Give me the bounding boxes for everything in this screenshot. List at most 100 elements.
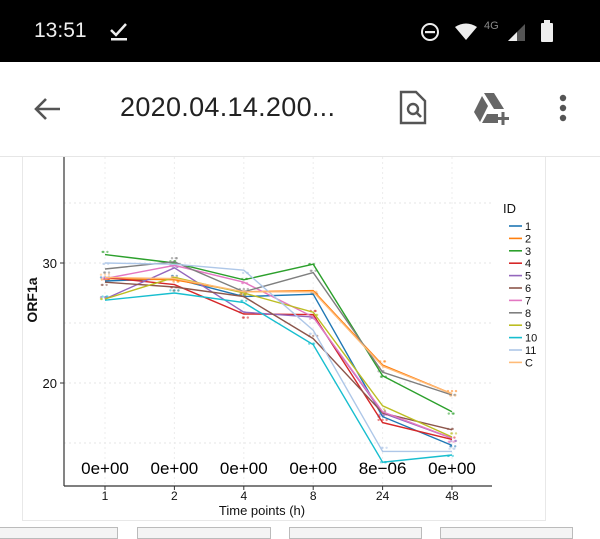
data-point (246, 287, 249, 291)
data-point (241, 316, 245, 319)
bottom-tab-2[interactable] (137, 527, 271, 539)
status-time: 13:51 (34, 19, 87, 42)
app-bar: 2020.04.14.200... (0, 62, 600, 157)
x-tick-label: 4 (240, 489, 247, 503)
bottom-tab-3[interactable] (289, 527, 422, 539)
data-point (454, 432, 458, 435)
data-point (106, 250, 109, 254)
data-point (383, 408, 386, 411)
data-point (242, 287, 245, 291)
p-value-annotation: 8e−06 (359, 459, 407, 478)
legend-label: 3 (525, 246, 531, 258)
y-tick-label: 20 (43, 376, 57, 391)
series-line-6 (104, 281, 453, 431)
data-point (385, 418, 388, 422)
data-point (107, 273, 111, 276)
data-point (107, 271, 111, 274)
data-point (102, 262, 105, 266)
bottom-tab-1[interactable] (0, 527, 118, 539)
x-tick-label: 48 (445, 489, 459, 503)
data-point (172, 280, 175, 283)
p-value-annotation: 0e+00 (220, 459, 268, 478)
data-point (99, 297, 103, 301)
legend-label: 6 (525, 283, 531, 295)
x-axis-label: Time points (h) (219, 503, 305, 518)
series-line-4 (104, 276, 453, 441)
battery-icon (541, 20, 553, 42)
data-point (453, 436, 456, 439)
y-axis-label: ORF1a (24, 277, 40, 322)
data-point (312, 334, 315, 338)
legend-label: C (525, 357, 533, 369)
series-line-8 (104, 261, 453, 396)
data-point (169, 289, 172, 292)
data-point (308, 332, 312, 335)
back-button[interactable] (32, 96, 62, 122)
p-value-annotation: 0e+00 (428, 459, 476, 478)
data-point (452, 440, 455, 443)
data-point (448, 447, 451, 450)
data-point (454, 394, 457, 397)
data-point (100, 278, 104, 281)
data-point (383, 360, 386, 363)
legend-label: 11 (525, 345, 536, 357)
data-point (309, 269, 312, 272)
p-value-annotation: 0e+00 (289, 459, 337, 478)
x-tick-label: 2 (171, 489, 178, 503)
find-in-page-icon[interactable] (398, 90, 428, 126)
data-point (103, 273, 107, 276)
data-point (177, 289, 180, 292)
data-point (447, 412, 450, 415)
more-options-icon[interactable] (557, 94, 569, 124)
legend-label: 7 (525, 295, 531, 307)
data-point (385, 446, 388, 449)
series-line-10 (104, 292, 453, 463)
data-point (243, 293, 246, 296)
x-tick-label: 24 (376, 489, 390, 503)
data-point (105, 295, 108, 298)
legend-label: 4 (525, 258, 531, 270)
data-point (101, 250, 104, 254)
legend-label: 8 (525, 308, 531, 320)
drive-add-icon[interactable] (472, 92, 512, 126)
legend-label: 2 (525, 233, 531, 245)
status-bar: 13:51 4G (0, 0, 600, 62)
x-tick-label: 8 (310, 489, 317, 503)
bottom-tab-4[interactable] (440, 527, 573, 539)
data-point (452, 447, 455, 450)
chart-card (22, 157, 546, 521)
do-not-disturb-icon (421, 23, 439, 41)
p-value-annotation: 0e+00 (81, 459, 129, 478)
series-line-3 (104, 253, 453, 413)
data-point (450, 389, 454, 393)
data-point (101, 295, 104, 298)
data-point (99, 276, 103, 279)
data-point (105, 283, 108, 287)
data-point (102, 276, 105, 279)
data-point (240, 299, 243, 302)
legend-title: ID (503, 201, 516, 216)
series-line-11 (104, 262, 452, 453)
data-point (451, 412, 454, 415)
data-point (447, 440, 450, 443)
y-tick-label: 30 (43, 256, 57, 271)
network-type: 4G (484, 20, 499, 32)
data-point (103, 271, 106, 274)
data-point (100, 283, 104, 287)
data-point (313, 309, 316, 313)
data-point (454, 445, 457, 448)
series-line-1 (104, 277, 453, 447)
data-point (308, 317, 312, 320)
data-point (450, 432, 453, 435)
wifi-icon (455, 23, 477, 40)
data-point (173, 289, 176, 292)
data-point (174, 257, 178, 260)
legend-label: 1 (525, 221, 531, 233)
data-point (246, 316, 249, 319)
signal-icon (508, 24, 525, 41)
series-line-9 (104, 276, 453, 438)
x-tick-label: 1 (102, 489, 109, 503)
download-done-icon (110, 23, 127, 41)
legend-label: 9 (525, 320, 531, 332)
